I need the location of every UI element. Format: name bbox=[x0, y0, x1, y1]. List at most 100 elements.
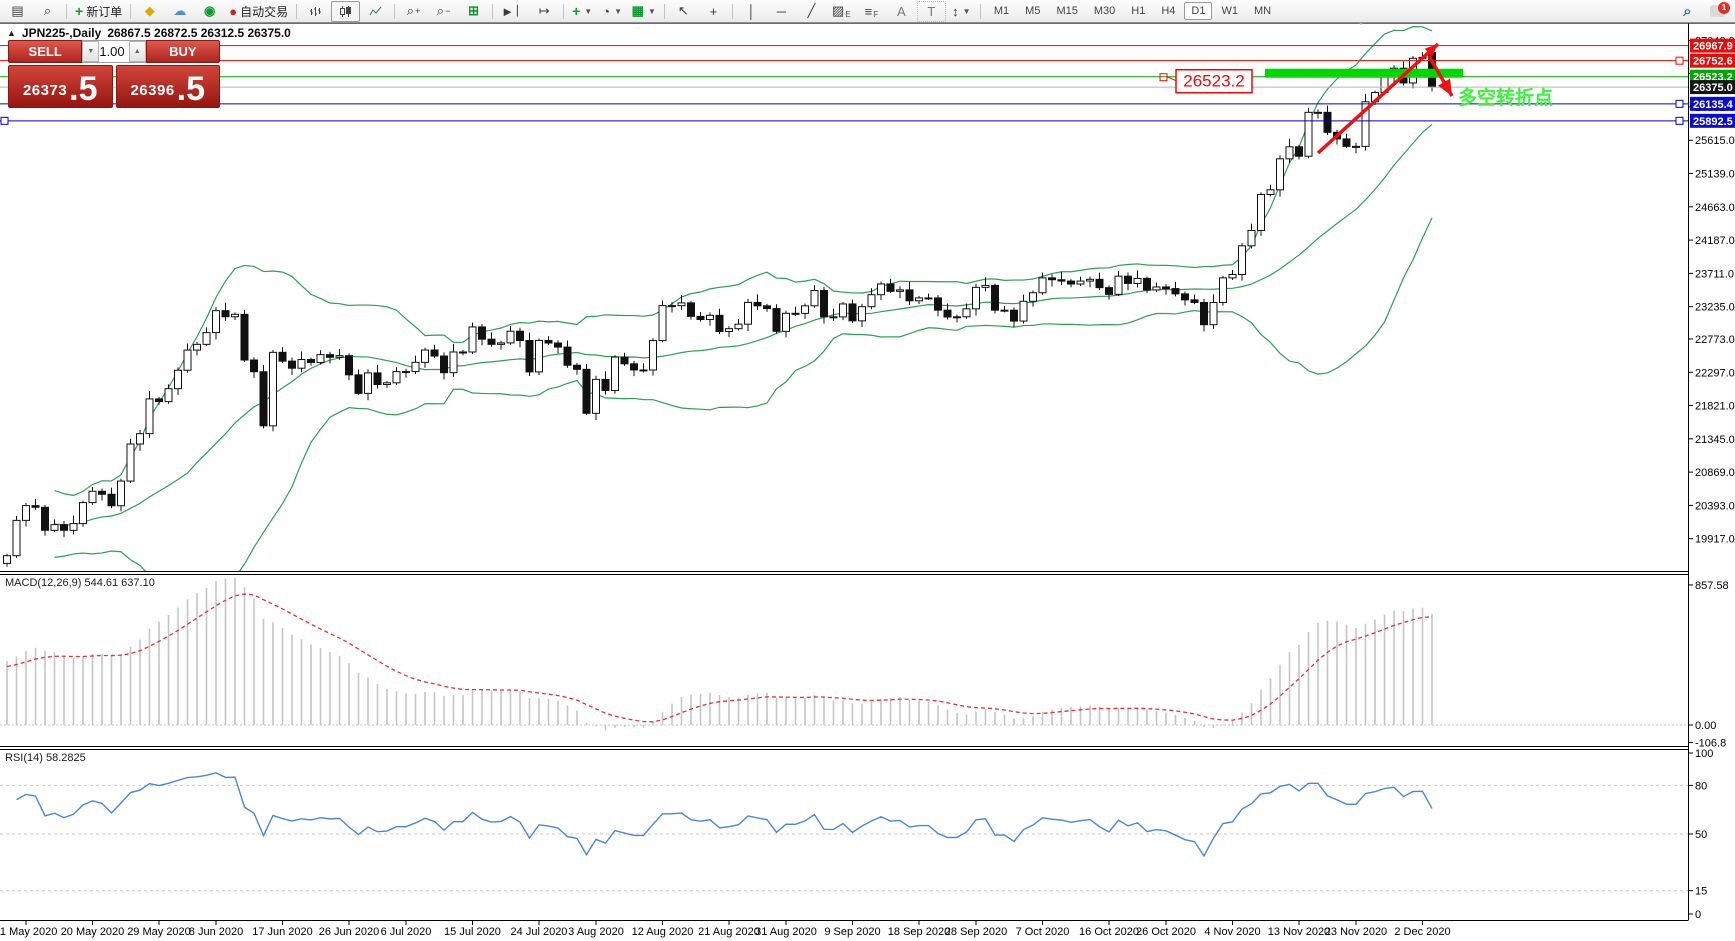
price-tick-label: 21345.0 bbox=[1695, 434, 1735, 446]
sell-button[interactable]: SELL bbox=[8, 40, 83, 63]
price-tag-box[interactable] bbox=[1175, 68, 1253, 94]
date-tick-label: 16 Oct 2020 bbox=[1079, 926, 1139, 938]
date-tick-label: 4 Nov 2020 bbox=[1204, 926, 1260, 938]
signals-icon[interactable]: ◉ bbox=[204, 3, 216, 18]
buy-price-display[interactable]: 26396 .5 bbox=[115, 65, 220, 109]
timeframe-button-MN[interactable]: MN bbox=[1253, 5, 1272, 17]
trendline-tool-icon[interactable]: ╱ bbox=[807, 3, 816, 18]
buy-button[interactable]: BUY bbox=[145, 40, 220, 63]
hline-handle[interactable] bbox=[0, 116, 9, 125]
zoom-in-icon[interactable]: ⌕ + bbox=[406, 3, 421, 18]
chart-symbol-period: JPN225-,Daily bbox=[21, 26, 102, 40]
autotrading-button[interactable]: ● 自动交易 bbox=[225, 1, 292, 22]
hline-handle[interactable] bbox=[1675, 116, 1684, 125]
support-zone-bar[interactable] bbox=[1265, 68, 1463, 78]
timeframe-button-M15[interactable]: M15 bbox=[1056, 5, 1078, 17]
autotrading-label: 自动交易 bbox=[240, 4, 289, 19]
candles[interactable] bbox=[3, 52, 1436, 567]
community-cloud-icon[interactable]: ☁ bbox=[173, 3, 187, 18]
price-tick-label: 19917.0 bbox=[1695, 534, 1735, 546]
new-order-label: 新订单 bbox=[86, 4, 123, 19]
market-icon[interactable]: ◆ bbox=[144, 3, 155, 18]
tile-windows-icon[interactable]: ⊞ bbox=[468, 3, 480, 18]
macd-tick-label: -106.8 bbox=[1695, 737, 1726, 749]
horizontal-line-tool-icon[interactable]: ─ bbox=[776, 3, 786, 19]
hline-handle[interactable] bbox=[1675, 56, 1684, 65]
indicators-button[interactable]: + ▼ bbox=[572, 3, 593, 19]
arrows-tool-icon[interactable]: ↕ ▼ bbox=[952, 3, 971, 19]
timeframe-button-D1[interactable]: D1 bbox=[1184, 2, 1213, 20]
annotation-note-text[interactable]: 多空转折点 bbox=[1458, 86, 1553, 109]
collapse-panel-arrow-icon[interactable]: ▲ bbox=[7, 28, 16, 38]
timeframe-button-W1[interactable]: W1 bbox=[1221, 5, 1238, 17]
date-tick-label: 18 Sep 2020 bbox=[888, 926, 950, 938]
volume-decrease-button[interactable]: ▼ bbox=[82, 41, 100, 62]
chat-notifications-icon[interactable]: 1 bbox=[1703, 1, 1732, 22]
date-tick-label: 31 Aug 2020 bbox=[755, 926, 817, 938]
date-tick-label: 21 Aug 2020 bbox=[698, 926, 760, 938]
price-tick-label: 23235.0 bbox=[1695, 302, 1735, 314]
timeframe-button-H1[interactable]: H1 bbox=[1131, 5, 1146, 17]
date-tick-label: 7 Oct 2020 bbox=[1016, 926, 1070, 938]
sell-price-display[interactable]: 26373 .5 bbox=[8, 65, 113, 108]
date-tick-label: 26 Oct 2020 bbox=[1136, 926, 1196, 938]
toolbar-separator bbox=[663, 3, 665, 19]
price-level-badge-label: 26375.0 bbox=[1693, 82, 1733, 94]
hline-handle[interactable] bbox=[1675, 99, 1684, 108]
timeframe-button-M30[interactable]: M30 bbox=[1093, 5, 1116, 17]
vertical-line-tool-icon[interactable]: │ bbox=[747, 3, 756, 19]
volume-value[interactable]: 1.00 bbox=[99, 44, 125, 59]
date-tick-label: 13 Nov 2020 bbox=[1268, 926, 1330, 938]
price-level-badge bbox=[1690, 113, 1735, 128]
text-label-tool-icon[interactable]: T bbox=[916, 0, 946, 22]
timeframe-button-M1[interactable]: M1 bbox=[993, 5, 1010, 17]
sell-price-pips: .5 bbox=[69, 70, 98, 109]
trend-arrow[interactable] bbox=[1316, 42, 1440, 155]
volume-increase-button[interactable]: ▲ bbox=[128, 41, 146, 62]
rsi-tick-label: 80 bbox=[1695, 780, 1707, 792]
rsi-tick-label: 0 bbox=[1695, 909, 1701, 921]
macd-histogram bbox=[6, 577, 1433, 731]
price-tick-label: 22773.0 bbox=[1695, 334, 1735, 346]
auto-scroll-icon[interactable]: ► ▏ bbox=[501, 3, 525, 19]
search-icon[interactable]: ⌕ bbox=[1683, 2, 1692, 20]
new-order-button[interactable]: + 新订单 bbox=[71, 1, 126, 22]
buy-price-pips: .5 bbox=[176, 70, 206, 109]
timeframe-button-H4[interactable]: H4 bbox=[1161, 5, 1176, 17]
price-tick-label: 25615.0 bbox=[1695, 135, 1735, 147]
crosshair-icon[interactable]: + bbox=[709, 3, 718, 19]
zoom-out-icon[interactable]: ⌕ − bbox=[436, 3, 451, 18]
volume-stepper: ▼ 1.00 ▲ bbox=[82, 40, 146, 63]
chart-shift-icon[interactable]: ↦ bbox=[538, 3, 550, 18]
price-level-badge bbox=[1690, 96, 1735, 111]
bar-chart-icon[interactable] bbox=[301, 1, 330, 22]
price-level-badge-label: 25892.5 bbox=[1693, 116, 1733, 128]
periods-clock-icon[interactable]: ◔ ▼ bbox=[602, 3, 623, 19]
cursor-icon[interactable]: ↖ bbox=[677, 3, 689, 18]
fibonacci-tool-icon[interactable]: ≡ F bbox=[864, 3, 879, 19]
price-tick-label: 24187.0 bbox=[1695, 235, 1735, 247]
price-level-badge bbox=[1690, 80, 1735, 95]
rsi-line bbox=[16, 772, 1433, 858]
date-tick-label: 26 Jun 2020 bbox=[319, 926, 380, 938]
date-tick-label: 9 Sep 2020 bbox=[824, 926, 880, 938]
line-chart-icon[interactable] bbox=[361, 1, 390, 22]
chat-badge: 1 bbox=[1718, 2, 1730, 14]
price-level-badge bbox=[1690, 38, 1735, 53]
timeframe-button-M5[interactable]: M5 bbox=[1025, 5, 1041, 17]
price-tag-label: 26523.2 bbox=[1183, 72, 1244, 91]
text-tool-icon[interactable]: A bbox=[897, 3, 906, 19]
print-preview-icon[interactable]: ⌕ bbox=[43, 3, 52, 18]
window-list-icon[interactable]: ▤ bbox=[11, 3, 24, 18]
equidistant-channel-tool-icon[interactable]: ▨ E bbox=[832, 3, 851, 19]
timeframe-switcher: M1 M5 M15 M30 H1 H4 D1 W1 MN bbox=[987, 2, 1278, 20]
macd-tick-label: 857.58 bbox=[1695, 580, 1729, 592]
templates-icon[interactable]: ▦ ▼ bbox=[631, 3, 656, 18]
price-level-badge-label: 26967.9 bbox=[1693, 41, 1733, 53]
bollinger-bands bbox=[54, 26, 1433, 571]
candlestick-chart-icon[interactable] bbox=[331, 0, 361, 22]
macd-signal-line bbox=[6, 593, 1433, 723]
date-tick-label: 28 Sep 2020 bbox=[945, 926, 1007, 938]
